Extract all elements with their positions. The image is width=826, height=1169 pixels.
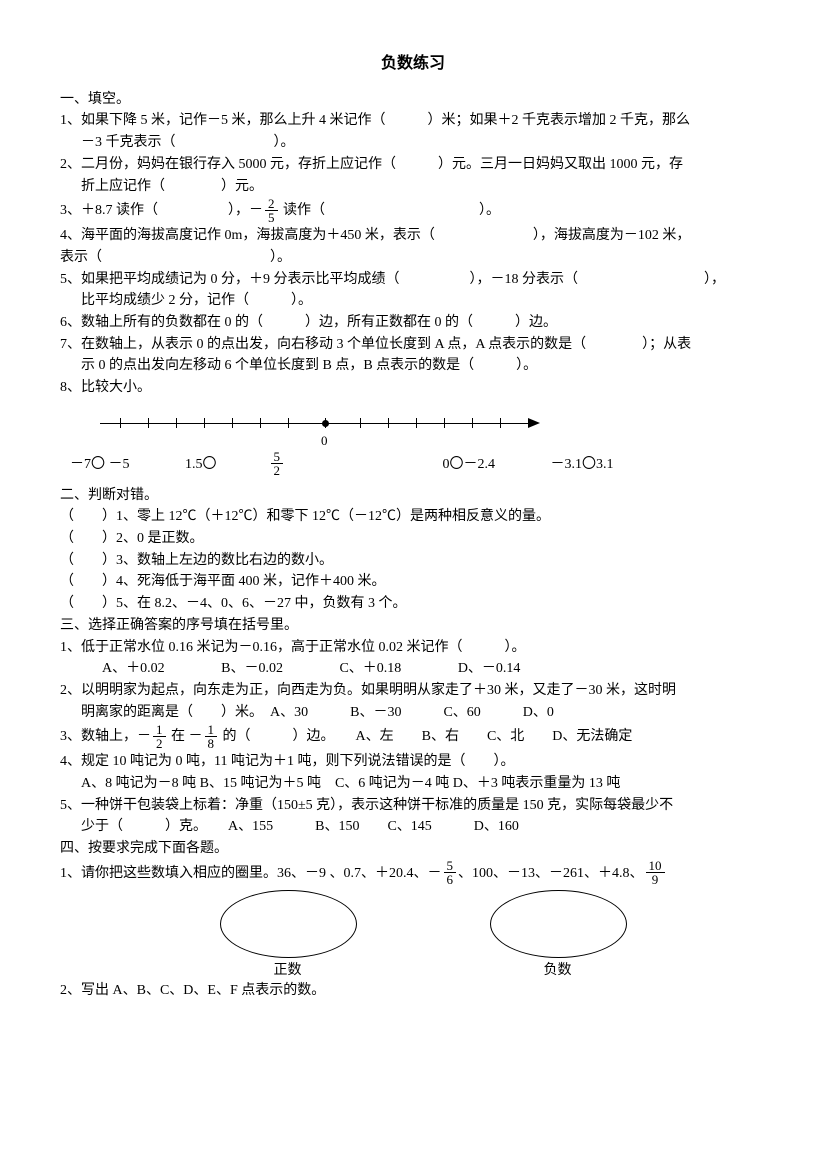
ellipse-positive: [220, 890, 357, 958]
neg-sign: －: [249, 203, 263, 218]
q1-1b: －3 千克表示（ ）。: [60, 132, 766, 154]
numberline-tick: [416, 418, 417, 428]
ellipse-negative-label: 负数: [490, 960, 625, 982]
compare-row: －7〇 －5 1.5〇52 0〇－2.4 －3.1〇3.1: [70, 451, 766, 479]
fraction-1-2: 12: [153, 723, 166, 750]
cmp4: －3.1〇3.1: [551, 451, 614, 479]
numberline-tick: [388, 418, 389, 428]
q1-4b: 表示（ ）。: [60, 247, 766, 269]
section3-header: 三、选择正确答案的序号填在括号里。: [60, 615, 766, 637]
fraction-10-9: 109: [646, 859, 665, 886]
page-title: 负数练习: [60, 52, 766, 77]
c5b: 少于（ ）克。 A、155 B、150 C、145 D、160: [60, 816, 766, 838]
number-line: 0: [100, 407, 550, 441]
c1c: C、＋0.18: [318, 658, 401, 680]
ellipses-container: 正数 负数: [60, 890, 766, 980]
q1-2: 2、二月份，妈妈在银行存入 5000 元，存折上应记作（ ）元。三月一日妈妈又取…: [60, 154, 766, 176]
j1: （ ）1、零上 12℃（＋12℃）和零下 12℃（－12℃）是两种相反意义的量。: [60, 506, 766, 528]
fraction-1-8: 18: [205, 723, 218, 750]
numberline-tick: [176, 418, 177, 428]
numberline-tick: [288, 418, 289, 428]
numberline-tick: [204, 418, 205, 428]
numberline-arrow-icon: [528, 418, 540, 428]
fraction-5-2: 52: [271, 450, 336, 477]
numberline-tick: [260, 418, 261, 428]
c1b: B、－0.02: [200, 658, 283, 680]
c1d: D、－0.14: [437, 658, 521, 680]
numberline-tick: [500, 418, 501, 428]
fraction-5-6: 56: [444, 859, 457, 886]
q1-8: 8、比较大小。: [60, 377, 766, 399]
s4-1: 1、请你把这些数填入相应的圈里。36、－9 、0.7、＋20.4、－56、100…: [60, 860, 766, 888]
c1-choices: A、＋0.02 B、－0.02 C、＋0.18 D、－0.14: [60, 658, 766, 680]
section4-header: 四、按要求完成下面各题。: [60, 838, 766, 860]
j3: （ ）3、数轴上左边的数比右边的数小。: [60, 550, 766, 572]
q1-5b: 比平均成绩少 2 分，记作（ ）。: [60, 290, 766, 312]
ellipse-negative: [490, 890, 627, 958]
numberline-tick: [472, 418, 473, 428]
cmp3: 0〇－2.4: [443, 451, 496, 479]
c3: 3、数轴上，－12 在 －18 的（ ）边。 A、左 B、右 C、北 D、无法确…: [60, 723, 766, 751]
q1-5: 5、如果把平均成绩记为 0 分，＋9 分表示比平均成绩（ ），－18 分表示（ …: [60, 269, 766, 291]
q1-3: 3、＋8.7 读作（ ），－25 读作（ ）。: [60, 197, 766, 225]
cmp2: 1.5〇52: [185, 451, 387, 479]
numberline-tick: [360, 418, 361, 428]
c2b: 明离家的距离是（ ）米。 A、30 B、－30 C、60 D、0: [60, 702, 766, 724]
numberline-tick: [444, 418, 445, 428]
q1-7b: 示 0 的点出发向左移动 6 个单位长度到 B 点，B 点表示的数是（ ）。: [60, 355, 766, 377]
c4: 4、规定 10 吨记为 0 吨，11 吨记为＋1 吨，则下列说法错误的是（ ）。: [60, 751, 766, 773]
s4-2: 2、写出 A、B、C、D、E、F 点表示的数。: [60, 980, 766, 1002]
j4: （ ）4、死海低于海平面 400 米，记作＋400 米。: [60, 571, 766, 593]
j5: （ ）5、在 8.2、－4、0、6、－27 中，负数有 3 个。: [60, 593, 766, 615]
j2: （ ）2、0 是正数。: [60, 528, 766, 550]
numberline-origin-dot: [322, 420, 329, 427]
cmp1: －7〇 －5: [70, 451, 130, 479]
q1-3b: 读作（ ）。: [280, 203, 501, 218]
q1-4: 4、海平面的海拔高度记作 0m，海拔高度为＋450 米，表示（ ），海拔高度为－…: [60, 225, 766, 247]
c1a: A、＋0.02: [81, 658, 165, 680]
ellipse-positive-label: 正数: [220, 960, 355, 982]
fraction-2-5: 25: [265, 197, 278, 224]
c2: 2、以明明家为起点，向东走为正，向西走为负。如果明明从家走了＋30 米，又走了－…: [60, 680, 766, 702]
numberline-tick: [148, 418, 149, 428]
section2-header: 二、判断对错。: [60, 485, 766, 507]
q1-3a: 3、＋8.7 读作（ ），: [60, 203, 249, 218]
c5: 5、一种饼干包装袋上标着：净重（150±5 克），表示这种饼干标准的质量是 15…: [60, 795, 766, 817]
section1-header: 一、填空。: [60, 89, 766, 111]
c4-options: A、8 吨记为－8 吨 B、15 吨记为＋5 吨 C、6 吨记为－4 吨 D、＋…: [60, 773, 766, 795]
q1-1: 1、如果下降 5 米，记作－5 米，那么上升 4 米记作（ ）米；如果＋2 千克…: [60, 110, 766, 132]
numberline-tick: [120, 418, 121, 428]
numberline-zero-label: 0: [321, 431, 328, 451]
numberline-tick: [232, 418, 233, 428]
q1-7: 7、在数轴上，从表示 0 的点出发，向右移动 3 个单位长度到 A 点，A 点表…: [60, 334, 766, 356]
c1: 1、低于正常水位 0.16 米记为－0.16，高于正常水位 0.02 米记作（ …: [60, 637, 766, 659]
q1-6: 6、数轴上所有的负数都在 0 的（ ）边，所有正数都在 0 的（ ）边。: [60, 312, 766, 334]
q1-2b: 折上应记作（ ）元。: [60, 176, 766, 198]
numberline-axis: [100, 423, 530, 424]
